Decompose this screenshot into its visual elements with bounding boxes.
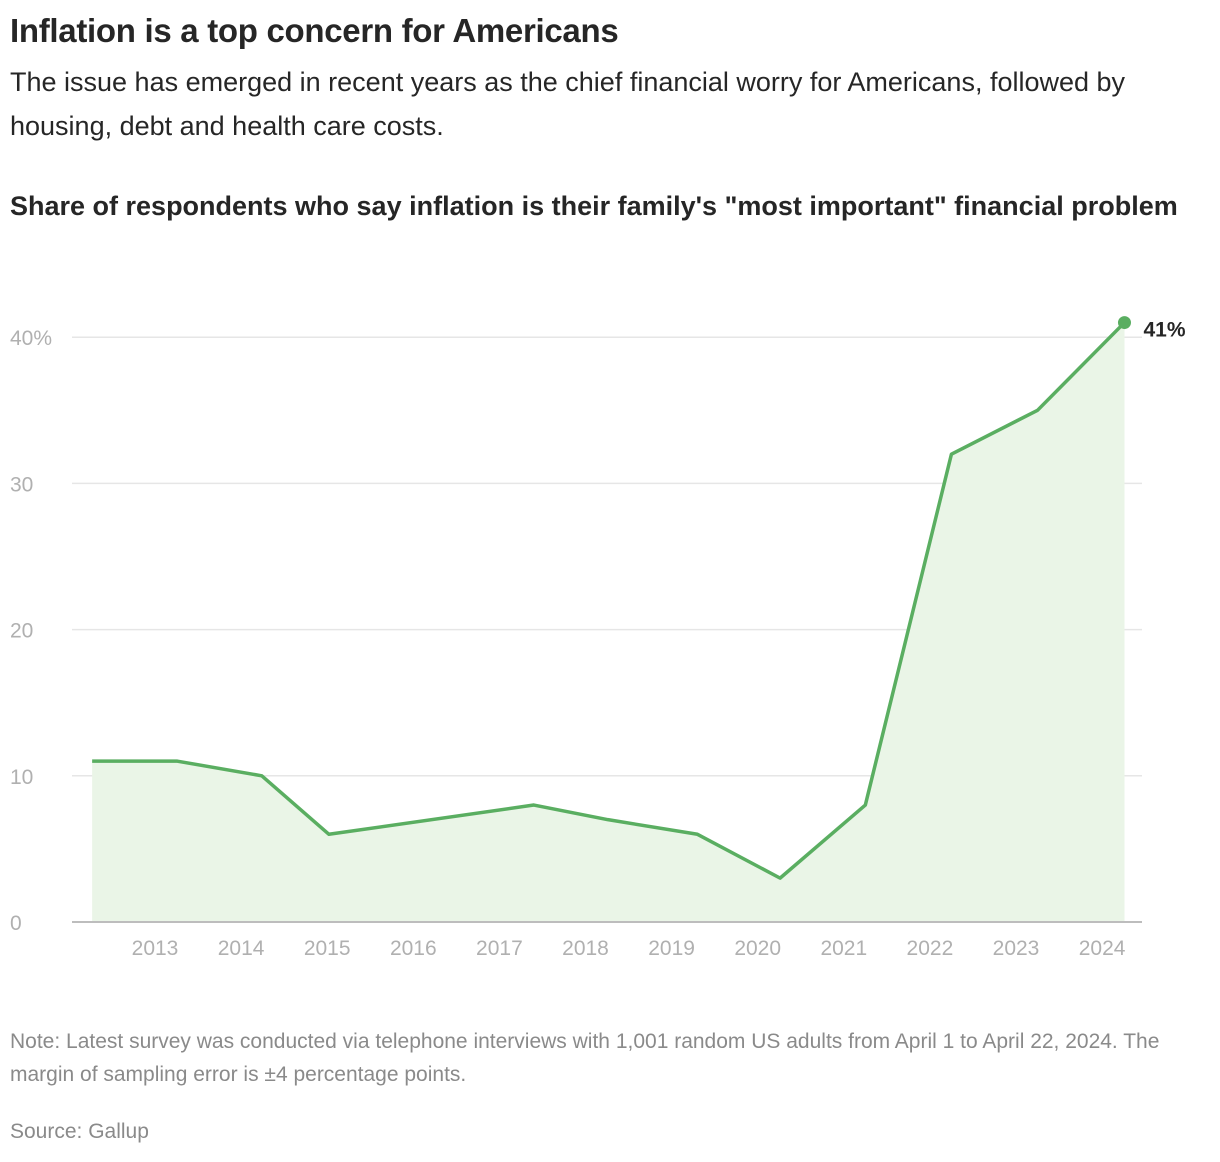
x-tick-label: 2021 bbox=[820, 937, 867, 960]
line-chart: 0 10 20 30 40% 41% 2013 2014 2015 2016 2017 2018 201… bbox=[10, 316, 1186, 960]
y-tick-label: 40% bbox=[10, 327, 52, 350]
chart-headline: Inflation is a top concern for Americans bbox=[10, 12, 619, 49]
x-tick-label: 2016 bbox=[390, 937, 437, 960]
series-line bbox=[92, 321, 1126, 880]
x-tick-label: 2020 bbox=[734, 937, 781, 960]
chart-title: Share of respondents who say inflation i… bbox=[10, 191, 1178, 221]
y-tick-label: 0 bbox=[10, 912, 22, 935]
x-tick-label: 2014 bbox=[218, 937, 265, 960]
chart-source: Source: Gallup bbox=[10, 1120, 149, 1143]
area-fill bbox=[92, 322, 1125, 923]
end-value-label: 41% bbox=[1143, 319, 1185, 342]
x-tick-label: 2019 bbox=[648, 937, 695, 960]
y-tick-label: 30 bbox=[10, 473, 33, 496]
chart-note: Note: Latest survey was conducted via te… bbox=[10, 1030, 1160, 1086]
x-tick-label: 2024 bbox=[1079, 937, 1126, 960]
x-tick-label: 2017 bbox=[476, 937, 523, 960]
x-tick-label: 2013 bbox=[132, 937, 179, 960]
y-tick-label: 20 bbox=[10, 620, 33, 643]
x-tick-label: 2022 bbox=[907, 937, 954, 960]
end-point-marker bbox=[1117, 316, 1131, 330]
x-tick-label: 2015 bbox=[304, 937, 351, 960]
chart-subtitle: The issue has emerged in recent years as… bbox=[10, 67, 1126, 141]
x-tick-label: 2023 bbox=[993, 937, 1040, 960]
y-tick-label: 10 bbox=[10, 766, 33, 789]
x-tick-label: 2018 bbox=[562, 937, 609, 960]
